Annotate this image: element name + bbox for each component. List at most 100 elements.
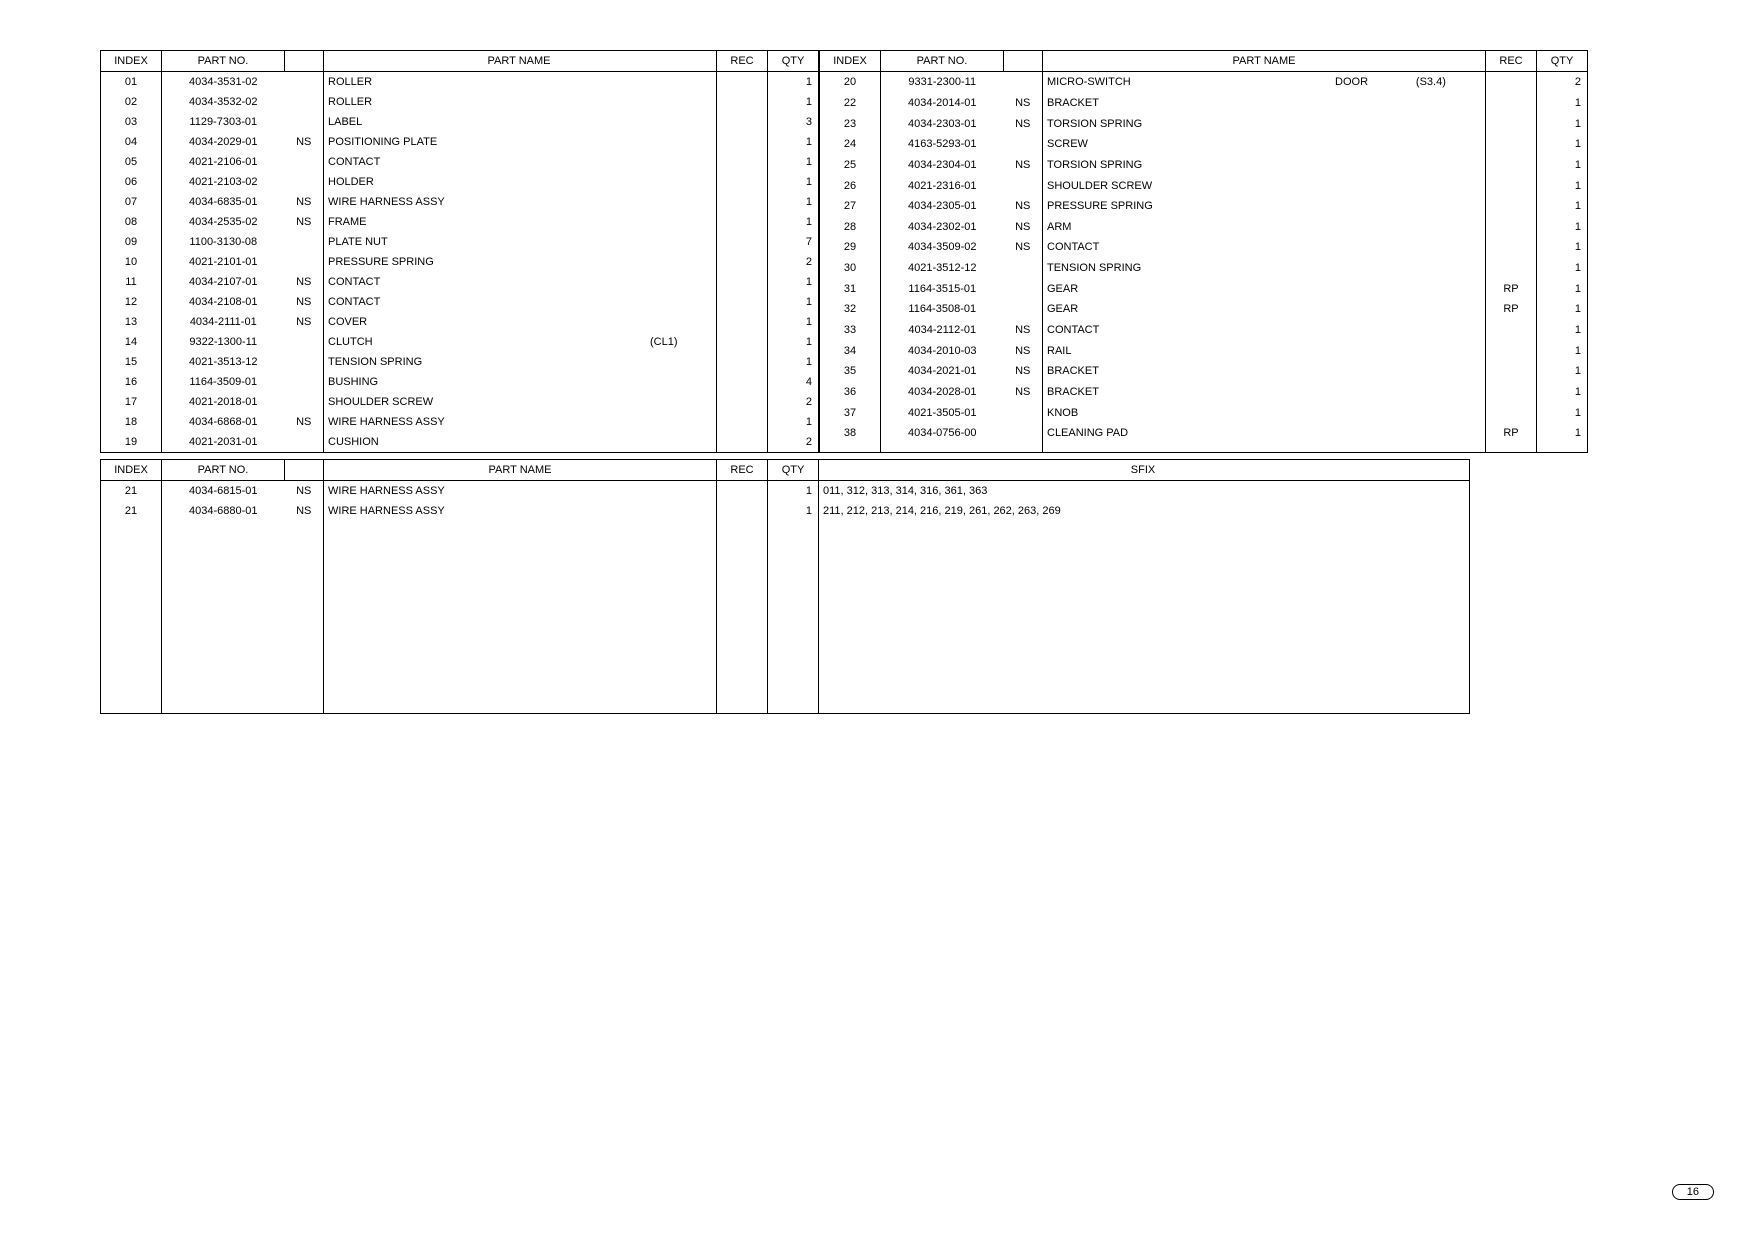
cell-ns bbox=[285, 617, 324, 625]
cell-ns bbox=[285, 705, 324, 714]
cell-index: 13 bbox=[101, 312, 162, 332]
cell-extra bbox=[644, 665, 717, 673]
cell-partno: 4034-2303-01 bbox=[881, 113, 1004, 134]
cell-extra bbox=[644, 593, 717, 601]
cell-qty: 1 bbox=[768, 72, 819, 93]
cell-rec bbox=[717, 132, 768, 152]
table-row bbox=[101, 681, 1470, 689]
cell-extra2 bbox=[1410, 340, 1486, 361]
h3-index: INDEX bbox=[101, 460, 162, 481]
cell-extra bbox=[644, 641, 717, 649]
cell-index: 36 bbox=[820, 382, 881, 403]
cell-partno: 4034-2304-01 bbox=[881, 155, 1004, 176]
table-row: 104021-2101-01PRESSURE SPRING2 bbox=[101, 252, 819, 272]
table-row bbox=[101, 593, 1470, 601]
cell-partno bbox=[162, 601, 285, 609]
cell-sfix: 011, 312, 313, 314, 316, 361, 363 bbox=[819, 481, 1470, 502]
cell-partname bbox=[324, 649, 645, 657]
cell-partname: PLATE NUT bbox=[324, 232, 645, 252]
cell-partno bbox=[162, 617, 285, 625]
cell-rec bbox=[1486, 72, 1537, 93]
cell-extra1 bbox=[1293, 155, 1410, 176]
cell-qty: 2 bbox=[768, 392, 819, 412]
table-row: 264021-2316-01SHOULDER SCREW1 bbox=[820, 175, 1588, 196]
cell-qty bbox=[768, 697, 819, 705]
h3-sfix: SFIX bbox=[819, 460, 1470, 481]
table-row bbox=[101, 617, 1470, 625]
cell-index: 10 bbox=[101, 252, 162, 272]
cell-partno bbox=[162, 625, 285, 633]
cell-rec bbox=[717, 72, 768, 93]
cell-partname: GEAR bbox=[1043, 278, 1294, 299]
cell-partno bbox=[162, 673, 285, 681]
cell-index bbox=[101, 617, 162, 625]
cell-ns bbox=[285, 72, 324, 93]
cell-partname bbox=[324, 673, 645, 681]
cell-partname: CLUTCH bbox=[324, 332, 645, 352]
cell-partno: 4034-3532-02 bbox=[162, 92, 285, 112]
cell-ns: NS bbox=[1004, 93, 1043, 114]
cell-qty bbox=[768, 609, 819, 617]
cell-qty: 3 bbox=[768, 112, 819, 132]
cell-index: 23 bbox=[820, 113, 881, 134]
h3-qty: QTY bbox=[768, 460, 819, 481]
cell-index bbox=[101, 521, 162, 529]
cell-partno: 4021-3512-12 bbox=[881, 258, 1004, 279]
cell-index bbox=[101, 681, 162, 689]
cell-sfix bbox=[819, 697, 1470, 705]
cell-partname: TENSION SPRING bbox=[1043, 258, 1294, 279]
cell-extra bbox=[644, 132, 717, 152]
cell-index: 21 bbox=[101, 501, 162, 521]
cell-ns bbox=[285, 641, 324, 649]
cell-qty bbox=[768, 529, 819, 537]
cell-index: 03 bbox=[101, 112, 162, 132]
parts-table-right: INDEX PART NO. PART NAME REC QTY 209331-… bbox=[819, 50, 1588, 453]
cell-partno bbox=[162, 705, 285, 714]
cell-partname: HOLDER bbox=[324, 172, 645, 192]
cell-sfix: 211, 212, 213, 214, 216, 219, 261, 262, … bbox=[819, 501, 1470, 521]
cell-partname bbox=[324, 537, 645, 545]
cell-extra bbox=[644, 633, 717, 641]
cell-partno bbox=[162, 521, 285, 529]
cell-partname: SHOULDER SCREW bbox=[324, 392, 645, 412]
cell-extra2 bbox=[1410, 444, 1486, 453]
cell-sfix bbox=[819, 665, 1470, 673]
cell-rec bbox=[1486, 382, 1537, 403]
cell-partno bbox=[162, 681, 285, 689]
table-row: 294034-3509-02NSCONTACT1 bbox=[820, 237, 1588, 258]
cell-extra bbox=[644, 501, 717, 521]
cell-ns: NS bbox=[285, 132, 324, 152]
table-row: 031129-7303-01LABEL3 bbox=[101, 112, 819, 132]
cell-rec bbox=[717, 481, 768, 502]
cell-partname bbox=[324, 689, 645, 697]
cell-partno: 9322-1300-11 bbox=[162, 332, 285, 352]
cell-qty: 1 bbox=[768, 152, 819, 172]
table-row: 214034-6815-01NSWIRE HARNESS ASSY1011, 3… bbox=[101, 481, 1470, 502]
cell-partno: 4034-2028-01 bbox=[881, 382, 1004, 403]
cell-index: 07 bbox=[101, 192, 162, 212]
cell-sfix bbox=[819, 705, 1470, 714]
cell-index: 17 bbox=[101, 392, 162, 412]
cell-partname: CLEANING PAD bbox=[1043, 423, 1294, 444]
cell-ns: NS bbox=[1004, 361, 1043, 382]
table-row: 074034-6835-01NSWIRE HARNESS ASSY1 bbox=[101, 192, 819, 212]
cell-index bbox=[101, 561, 162, 569]
cell-partname: WIRE HARNESS ASSY bbox=[324, 501, 645, 521]
h1-partname: PART NAME bbox=[324, 51, 717, 72]
cell-qty: 1 bbox=[1537, 175, 1588, 196]
cell-ns: NS bbox=[1004, 382, 1043, 403]
cell-partno bbox=[162, 649, 285, 657]
cell-ns bbox=[285, 372, 324, 392]
cell-ns bbox=[285, 529, 324, 537]
cell-qty: 4 bbox=[768, 372, 819, 392]
cell-index: 21 bbox=[101, 481, 162, 502]
cell-index: 31 bbox=[820, 278, 881, 299]
cell-index: 37 bbox=[820, 402, 881, 423]
cell-ns bbox=[285, 569, 324, 577]
cell-partname: CONTACT bbox=[1043, 237, 1294, 258]
cell-qty: 1 bbox=[768, 412, 819, 432]
cell-qty: 1 bbox=[1537, 278, 1588, 299]
cell-index bbox=[101, 625, 162, 633]
cell-partno: 4034-6835-01 bbox=[162, 192, 285, 212]
cell-rec bbox=[717, 112, 768, 132]
